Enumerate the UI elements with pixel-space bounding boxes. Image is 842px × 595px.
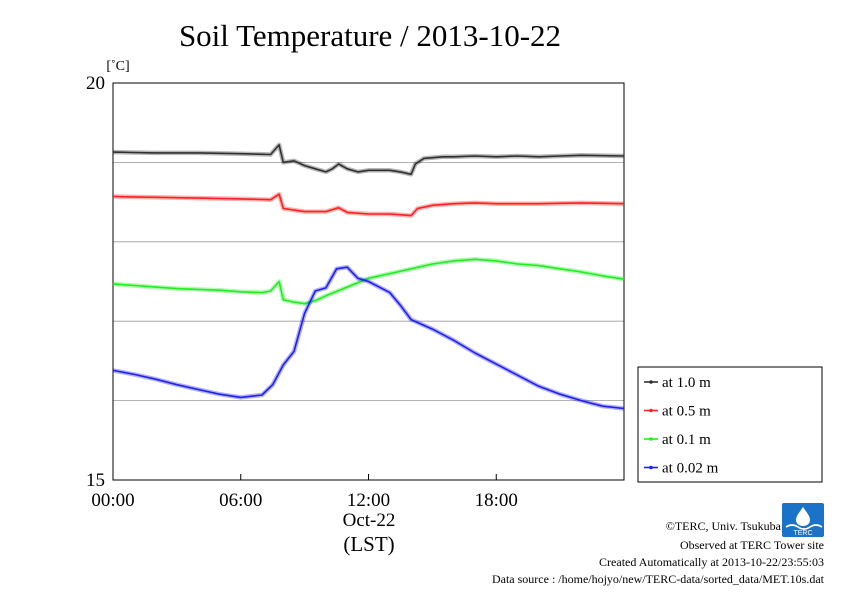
y-tick-label: 20 [86,73,105,94]
data-source-text: Data source : /home/hojyo/new/TERC-data/… [492,572,825,586]
x-zone-label: (LST) [343,532,394,556]
logo-text: TERC [793,530,812,537]
series-line-2 [112,258,625,305]
legend: at 1.0 m at 0.5 m at 0.1 m at 0.02 m [644,375,719,477]
x-date-label: Oct-22 [343,510,396,531]
legend-marker-2 [649,437,653,441]
series-line-0 [112,144,625,176]
x-tick-label: 18:00 [475,490,518,511]
chart-title: Soil Temperature / 2013-10-22 [179,18,561,53]
legend-box [637,366,823,483]
legend-label-1: at 0.5 m [662,404,711,420]
created-text: Created Automatically at 2013-10-22/23:5… [599,555,824,569]
terc-logo-icon: TERC [782,503,824,537]
legend-label-0: at 1.0 m [662,375,711,391]
legend-marker-1 [649,408,653,413]
series-line-1 [112,193,625,217]
series-lines [112,142,625,411]
copyright-text: ©TERC, Univ. Tsukuba [666,519,782,533]
series-line-3 [112,266,625,410]
observed-text: Observed at TERC Tower site [680,538,824,552]
legend-marker-3 [649,465,653,470]
x-tick-label: 06:00 [219,490,262,511]
legend-marker-0 [649,380,653,384]
x-tick-label: 00:00 [91,490,134,511]
y-axis-unit: [˚C] [106,59,129,74]
x-tick-labels: 00:00 06:00 12:00 18:00 [91,474,518,511]
x-tick-label: 12:00 [347,490,390,511]
y-gridlines [113,161,624,402]
legend-label-2: at 0.1 m [662,432,711,448]
y-tick-label: 15 [86,470,105,491]
legend-label-3: at 0.02 m [662,461,719,477]
